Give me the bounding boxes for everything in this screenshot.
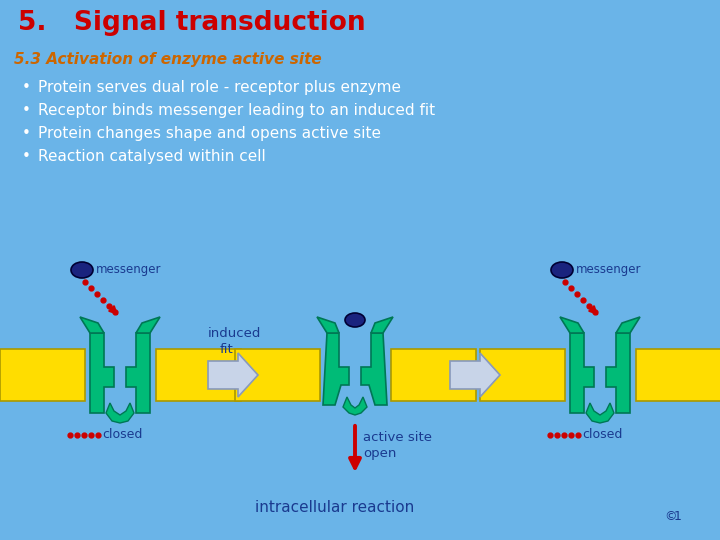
Polygon shape <box>616 317 640 333</box>
Polygon shape <box>586 403 614 423</box>
Text: Receptor binds messenger leading to an induced fit: Receptor binds messenger leading to an i… <box>38 103 435 118</box>
Polygon shape <box>606 333 630 413</box>
Ellipse shape <box>71 262 93 278</box>
Ellipse shape <box>551 262 573 278</box>
Text: ©: © <box>664 510 677 523</box>
Polygon shape <box>343 397 367 415</box>
Text: closed: closed <box>102 429 143 442</box>
Text: active site: active site <box>363 431 432 444</box>
Text: 1: 1 <box>674 510 682 523</box>
FancyBboxPatch shape <box>235 349 320 401</box>
Text: •: • <box>22 126 31 141</box>
Polygon shape <box>317 317 339 333</box>
Text: induced: induced <box>208 327 261 340</box>
Polygon shape <box>570 333 594 413</box>
Text: •: • <box>22 149 31 164</box>
Polygon shape <box>450 353 500 397</box>
FancyBboxPatch shape <box>636 349 720 401</box>
FancyBboxPatch shape <box>391 349 476 401</box>
Text: closed: closed <box>582 429 622 442</box>
Text: Protein serves dual role - receptor plus enzyme: Protein serves dual role - receptor plus… <box>38 80 401 95</box>
FancyBboxPatch shape <box>156 349 241 401</box>
Polygon shape <box>90 333 114 413</box>
Polygon shape <box>323 333 349 405</box>
Polygon shape <box>80 317 104 333</box>
FancyBboxPatch shape <box>480 349 565 401</box>
Polygon shape <box>560 317 584 333</box>
Polygon shape <box>126 333 150 413</box>
Text: 5.   Signal transduction: 5. Signal transduction <box>18 10 366 36</box>
Polygon shape <box>371 317 393 333</box>
Text: Protein changes shape and opens active site: Protein changes shape and opens active s… <box>38 126 381 141</box>
FancyBboxPatch shape <box>0 349 85 401</box>
Polygon shape <box>361 333 387 405</box>
Text: fit: fit <box>220 343 234 356</box>
Polygon shape <box>136 317 160 333</box>
Text: open: open <box>363 447 397 460</box>
Text: Reaction catalysed within cell: Reaction catalysed within cell <box>38 149 266 164</box>
Polygon shape <box>106 403 134 423</box>
Text: intracellular reaction: intracellular reaction <box>255 500 414 515</box>
Text: 5.3 Activation of enzyme active site: 5.3 Activation of enzyme active site <box>14 52 322 67</box>
Text: messenger: messenger <box>576 264 642 276</box>
Text: •: • <box>22 80 31 95</box>
Polygon shape <box>208 353 258 397</box>
Text: •: • <box>22 103 31 118</box>
Ellipse shape <box>345 313 365 327</box>
Text: messenger: messenger <box>96 264 161 276</box>
